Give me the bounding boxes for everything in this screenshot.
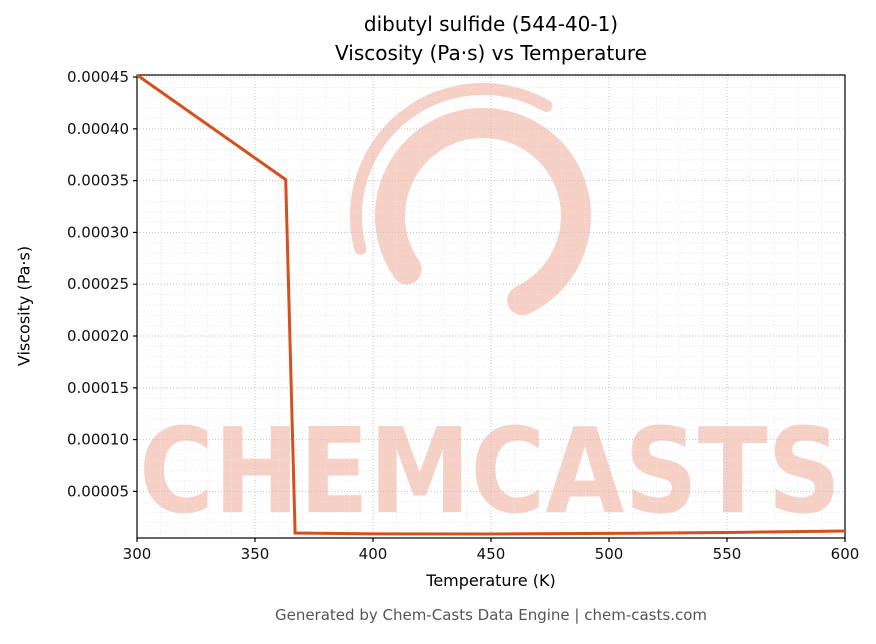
x-tick-label: 450 <box>477 545 506 563</box>
x-tick-label: 400 <box>359 545 388 563</box>
chart-title-line2: Viscosity (Pa·s) vs Temperature <box>335 41 647 65</box>
x-tick-label: 300 <box>123 545 152 563</box>
x-tick-label: 500 <box>595 545 624 563</box>
y-tick-label: 0.00040 <box>67 120 129 138</box>
x-tick-label: 600 <box>831 545 860 563</box>
footer-text: Generated by Chem-Casts Data Engine | ch… <box>274 606 708 624</box>
y-tick-label: 0.00005 <box>67 482 129 500</box>
y-tick-label: 0.00015 <box>67 379 129 397</box>
chart-title: dibutyl sulfide (544-40-1) Viscosity (Pa… <box>137 10 845 68</box>
y-tick-label: 0.00020 <box>67 327 129 345</box>
watermark-ring <box>375 108 591 316</box>
y-tick-label: 0.00045 <box>67 68 129 86</box>
y-tick-label: 0.00010 <box>67 431 129 449</box>
y-tick-label: 0.00030 <box>67 223 129 241</box>
y-axis-label: Viscosity (Pa·s) <box>14 245 34 367</box>
watermark-ring-outer <box>350 82 553 255</box>
x-axis-label: Temperature (K) <box>426 571 556 590</box>
data-line <box>136 73 846 536</box>
x-tick-label: 350 <box>241 545 270 563</box>
y-tick-label: 0.00025 <box>67 275 129 293</box>
watermark-text: CHEMCASTS <box>139 402 841 540</box>
chart-title-line1: dibutyl sulfide (544-40-1) <box>363 12 619 36</box>
x-tick-label: 550 <box>713 545 742 563</box>
y-tick-label: 0.00035 <box>67 172 129 190</box>
